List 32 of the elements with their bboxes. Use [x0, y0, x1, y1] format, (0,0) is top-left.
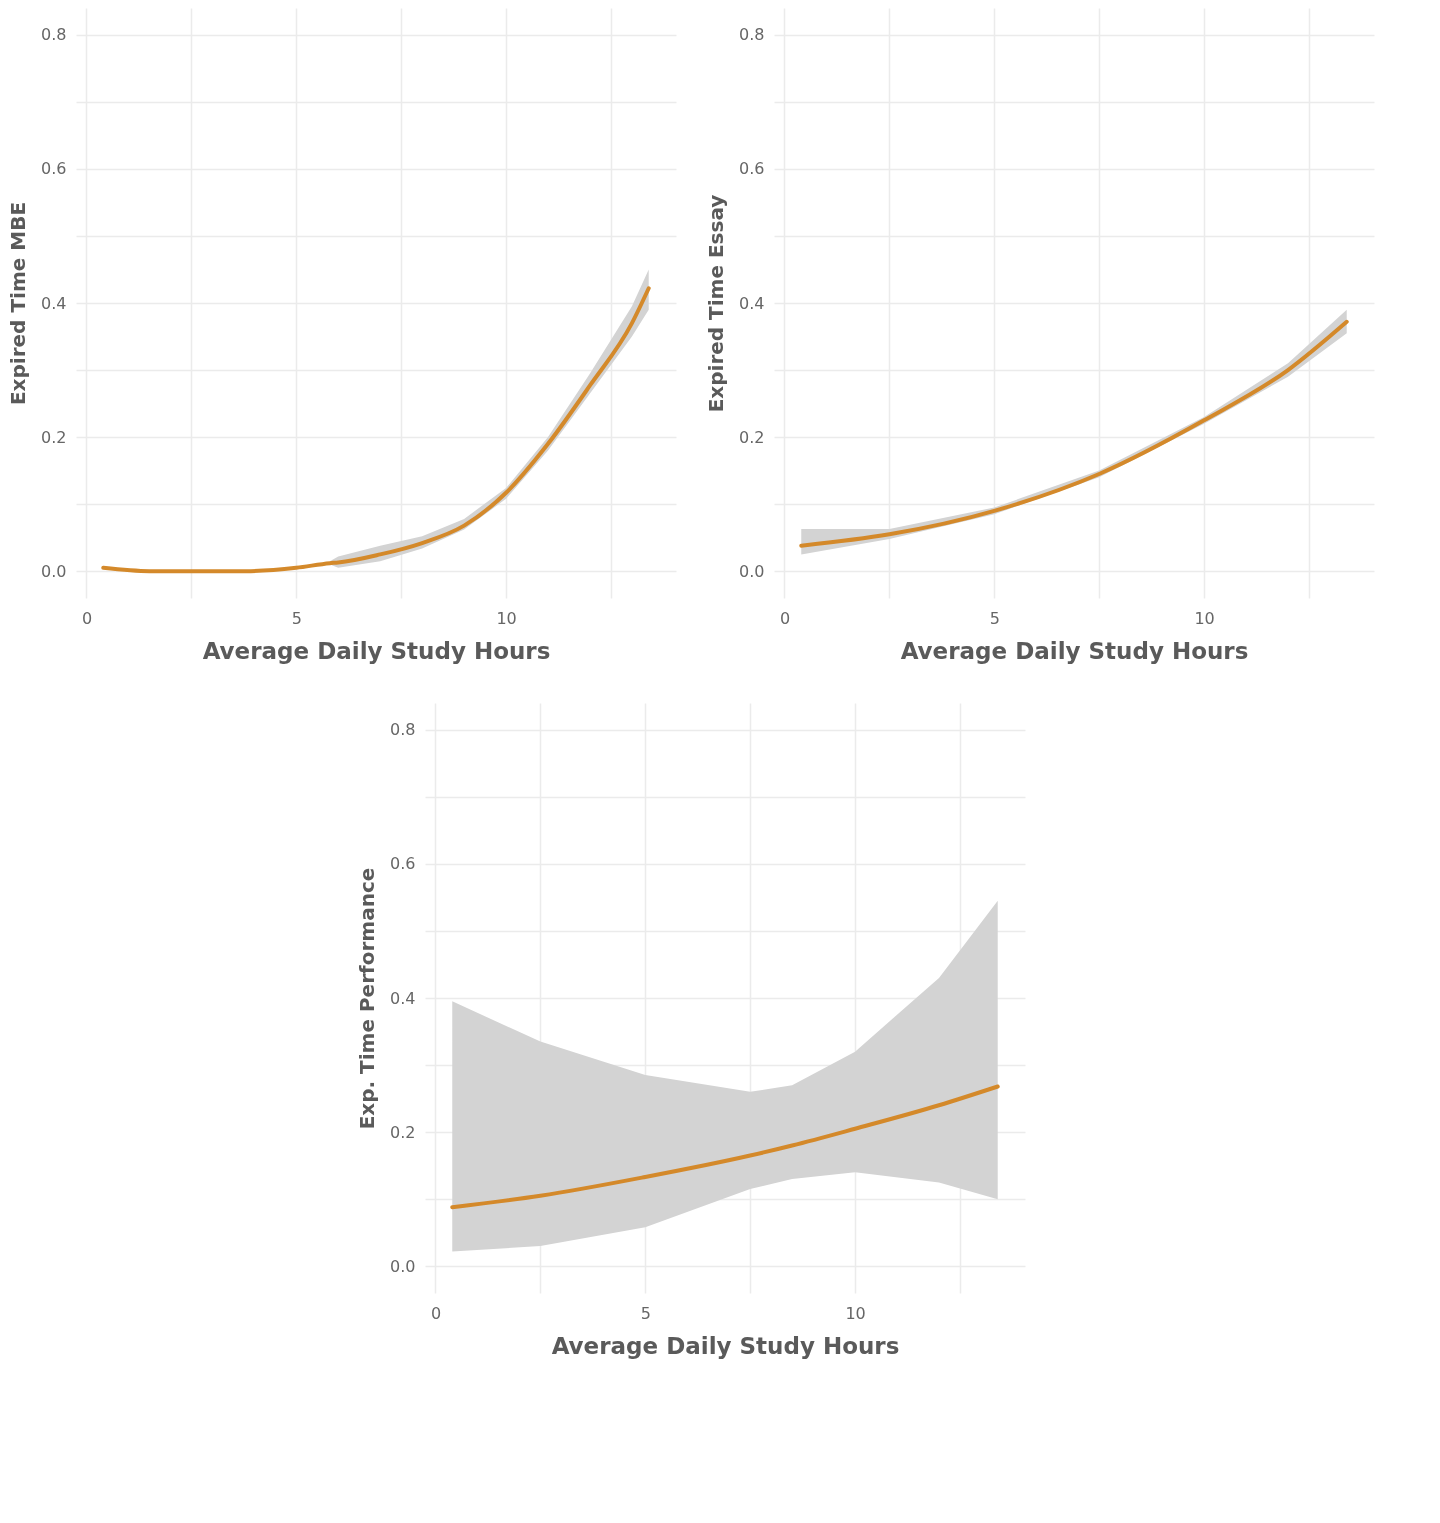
y-tick-label: 0.6: [390, 854, 416, 874]
x-axis-title: Average Daily Study Hours: [202, 637, 551, 664]
line-series: [101, 286, 651, 574]
x-tick-label: 0: [81, 608, 93, 628]
y-tick-label: 0.2: [41, 427, 67, 447]
x-tick-label: 5: [291, 608, 302, 628]
y-tick-label: 0.4: [41, 293, 67, 313]
y-axis-title: Exp. Time Performance: [355, 867, 380, 1130]
x-axis-title: Average Daily Study Hours: [900, 637, 1249, 664]
x-tick-label: 5: [989, 608, 1000, 628]
x-tick-label: 10: [845, 1303, 866, 1323]
x-tick-label: 10: [496, 608, 517, 628]
y-tick-label: 0.6: [41, 159, 67, 179]
x-tick-label: 0: [779, 608, 791, 628]
y-axis-title: Expired Time Essay: [704, 194, 729, 413]
x-tick-label: 10: [1194, 608, 1215, 628]
y-tick-label: 0.8: [41, 25, 67, 45]
y-tick-label: 0.2: [739, 427, 765, 447]
y-tick-label: 0.0: [390, 1256, 416, 1276]
y-tick-label: 0.4: [390, 988, 416, 1008]
y-tick-label: 0.8: [739, 25, 765, 45]
y-tick-label: 0.0: [41, 561, 67, 581]
y-tick-label: 0.4: [739, 293, 765, 313]
y-tick-label: 0.2: [390, 1122, 416, 1142]
y-tick-label: 0.0: [739, 561, 765, 581]
y-axis-title: Expired Time MBE: [6, 201, 31, 406]
x-tick-label: 0: [430, 1303, 442, 1323]
x-tick-label: 5: [640, 1303, 651, 1323]
y-tick-label: 0.6: [739, 159, 765, 179]
x-axis-title: Average Daily Study Hours: [551, 1332, 900, 1359]
line-series: [450, 1084, 1000, 1210]
y-tick-label: 0.8: [390, 720, 416, 740]
